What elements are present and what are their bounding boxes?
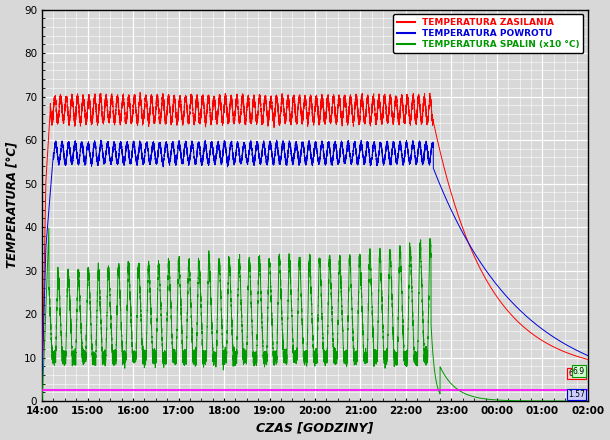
Text: 1.57: 1.57 <box>569 390 585 399</box>
Y-axis label: TEMPERATURA [°C]: TEMPERATURA [°C] <box>5 142 18 268</box>
Legend: TEMPERATURA ZASILANIA, TEMPERATURA POWROTU, TEMPERATURA SPALIN (x10 °C): TEMPERATURA ZASILANIA, TEMPERATURA POWRO… <box>393 14 583 53</box>
X-axis label: CZAS [GODZINY]: CZAS [GODZINY] <box>256 422 373 434</box>
Text: 6.33: 6.33 <box>568 369 585 378</box>
Text: 6.9: 6.9 <box>573 367 585 375</box>
